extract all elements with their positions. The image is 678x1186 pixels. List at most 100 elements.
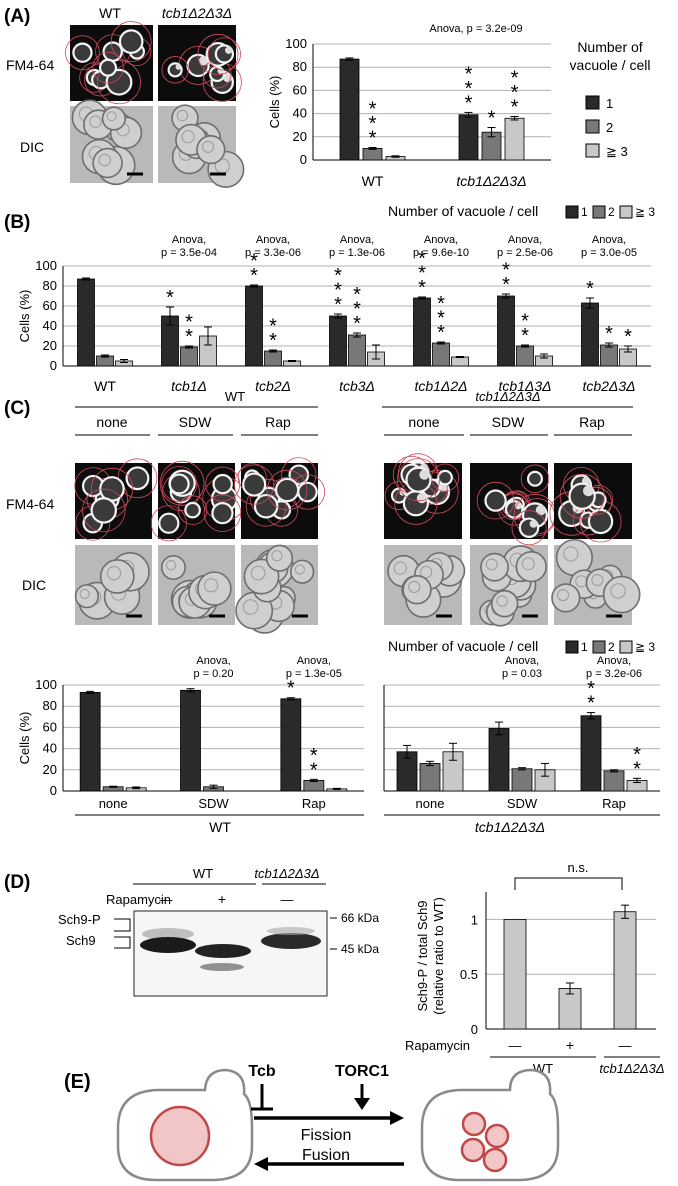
panel-c-group-wt: WT — [209, 819, 231, 835]
anova-p: p = 0.20 — [193, 668, 233, 680]
cell-interior — [98, 153, 111, 167]
svg-text:SDW: SDW — [179, 414, 212, 430]
category-label: tcb1Δ3Δ — [498, 378, 551, 394]
svg-text:SDW: SDW — [492, 414, 525, 430]
cell-interior — [419, 565, 433, 579]
significance-star: * — [587, 693, 595, 715]
vacuole-fragment — [198, 56, 208, 66]
anova-word: Anova, — [172, 234, 206, 246]
category-label: WT — [94, 378, 116, 394]
cell-shape — [92, 147, 123, 179]
cell-outline — [177, 495, 208, 525]
torc1-label: TORC1 — [335, 1063, 389, 1080]
vacuole-membrane — [253, 493, 279, 519]
panel-a-strain-tcb: tcb1Δ2Δ3Δ — [162, 5, 232, 21]
category-label: tcb1Δ2Δ3Δ — [456, 173, 526, 189]
cell-interior — [610, 583, 626, 599]
legend-c-swatch-3 — [619, 640, 633, 654]
cell-outline — [511, 510, 547, 546]
cell-outline — [197, 33, 239, 75]
legend-swatch-3 — [585, 143, 600, 158]
cell-outline — [159, 460, 205, 506]
category-label: tcb3Δ — [339, 378, 375, 394]
cell-outline — [520, 464, 550, 494]
cell-interior — [563, 546, 579, 562]
marker-66: 66 kDa — [341, 911, 379, 925]
vacuole-fragment — [529, 519, 538, 528]
significance-star: * — [250, 251, 258, 273]
vacuole-fragment — [535, 505, 546, 516]
tcb-inhibition-arrow — [251, 1084, 273, 1111]
panel-d-rapamycin-label-2: Rapamycin — [405, 1038, 470, 1053]
bar — [488, 728, 510, 792]
cell-outline — [234, 464, 275, 505]
significance-star: * — [369, 113, 377, 135]
anova-p: p = 3.3e-06 — [245, 247, 301, 259]
svg-text:Rap: Rap — [579, 414, 605, 430]
panel-d-group-tcb: tcb1Δ2Δ3Δ — [599, 1061, 664, 1076]
panel-d-strain-wt: WT — [193, 866, 213, 881]
bar — [503, 919, 527, 1030]
cell-outline — [65, 35, 100, 71]
vacuole-membrane — [297, 481, 318, 503]
y-tick-label: 20 — [43, 762, 57, 777]
bar — [280, 698, 302, 792]
bar — [432, 342, 450, 367]
significance-star: * — [437, 322, 445, 344]
bar — [303, 780, 325, 792]
bar — [419, 763, 441, 792]
bar — [245, 285, 263, 367]
vacuole-membrane — [168, 473, 190, 495]
vacuole-membrane — [102, 41, 123, 62]
anova-p: p = 3.0e-05 — [581, 247, 637, 259]
bar — [580, 715, 602, 792]
significance-star: * — [437, 308, 445, 330]
anova-p: p = 2.5e-06 — [497, 247, 553, 259]
cell-shape — [402, 575, 432, 605]
y-tick-label: 100 — [35, 677, 57, 692]
vacuole-membrane — [242, 472, 267, 497]
anova-word: Anova, — [340, 234, 374, 246]
category-label: SDW — [198, 796, 229, 811]
cell-outline — [396, 458, 440, 502]
cell-shape — [490, 589, 519, 618]
panel-a-strain-wt: WT — [99, 5, 121, 21]
anova-word: Anova, — [505, 655, 539, 667]
panel-c-group-tcb: tcb1Δ2Δ3Δ — [475, 819, 545, 835]
significance-star: * — [250, 265, 258, 287]
cell-shape — [196, 134, 226, 165]
cell-shape — [265, 544, 294, 572]
category-label: SDW — [507, 796, 538, 811]
y-tick-label: 0 — [50, 783, 57, 798]
vacuole-membrane — [212, 473, 233, 495]
category-label: tcb1Δ2Δ — [414, 378, 467, 394]
significance-star: * — [465, 64, 473, 86]
significance-star: * — [418, 277, 426, 299]
cell-interior — [294, 564, 305, 575]
category-label: tcb2Δ3Δ — [582, 378, 635, 394]
y-tick-label: 20 — [293, 129, 307, 144]
legend-swatch-2 — [585, 119, 600, 134]
cell-outline — [97, 60, 141, 105]
bar — [511, 768, 533, 792]
anova-p: p = 3.5e-04 — [161, 247, 217, 259]
panel-d-strain-tcb: tcb1Δ2Δ3Δ — [254, 866, 319, 881]
cell-fragmented-vacuoles — [420, 1068, 560, 1182]
panel-d-rapamycin-label: Rapamycin — [106, 892, 171, 907]
significance-star: * — [465, 78, 473, 100]
panel-b-label: (B) — [4, 212, 30, 233]
category-label: none — [99, 796, 128, 811]
significance-star: * — [269, 316, 277, 338]
anova-word: Anova, — [297, 655, 331, 667]
panel-c-legend: 1 2 ≧ 3 — [565, 640, 655, 654]
marker-45: 45 kDa — [341, 942, 379, 956]
cell-interior — [393, 561, 408, 575]
bar — [516, 345, 534, 367]
cell-interior — [176, 109, 189, 122]
treatment-2: + — [218, 891, 226, 907]
significance-star: * — [353, 284, 361, 306]
y-tick-label: 80 — [293, 59, 307, 74]
panel-c-legend-title: Number of vacuole / cell — [388, 638, 538, 654]
bar — [180, 689, 201, 792]
